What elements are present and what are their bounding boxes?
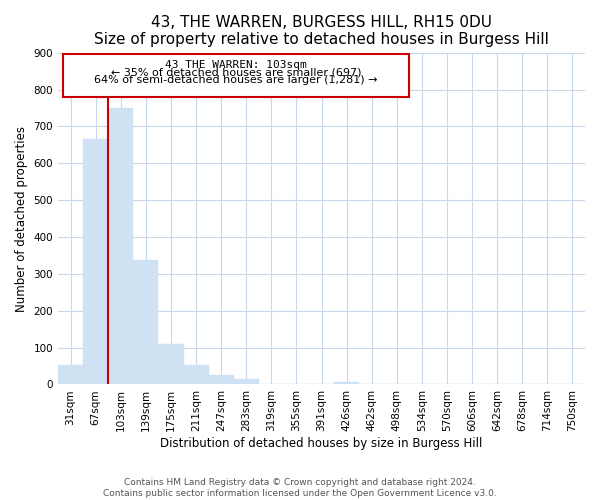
Bar (184, 366, 209, 384)
Bar (209, 374, 233, 384)
FancyBboxPatch shape (63, 54, 409, 97)
Title: 43, THE WARREN, BURGESS HILL, RH15 0DU
Size of property relative to detached hou: 43, THE WARREN, BURGESS HILL, RH15 0DU S… (94, 15, 549, 48)
Y-axis label: Number of detached properties: Number of detached properties (15, 126, 28, 312)
Bar (133, 260, 158, 384)
Bar (58, 366, 83, 384)
Bar (83, 140, 108, 384)
Bar (108, 108, 133, 384)
Text: ← 35% of detached houses are smaller (697): ← 35% of detached houses are smaller (69… (111, 68, 361, 78)
Text: 43 THE WARREN: 103sqm: 43 THE WARREN: 103sqm (166, 60, 307, 70)
Bar (334, 382, 359, 384)
Text: 64% of semi-detached houses are larger (1,281) →: 64% of semi-detached houses are larger (… (94, 75, 378, 85)
Text: Contains HM Land Registry data © Crown copyright and database right 2024.
Contai: Contains HM Land Registry data © Crown c… (103, 478, 497, 498)
Bar (233, 379, 259, 384)
Bar (158, 344, 184, 385)
X-axis label: Distribution of detached houses by size in Burgess Hill: Distribution of detached houses by size … (160, 437, 483, 450)
